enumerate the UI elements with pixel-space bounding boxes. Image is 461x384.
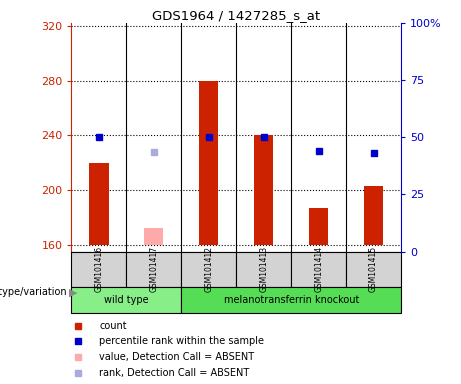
Bar [309, 208, 328, 245]
Text: melanotransferrin knockout: melanotransferrin knockout [224, 295, 359, 305]
Bar [181, 287, 401, 313]
Text: ▶: ▶ [69, 288, 77, 298]
Bar [291, 252, 346, 287]
Bar [71, 252, 126, 287]
Bar [199, 81, 219, 245]
Title: GDS1964 / 1427285_s_at: GDS1964 / 1427285_s_at [152, 9, 320, 22]
Text: wild type: wild type [104, 295, 149, 305]
Text: value, Detection Call = ABSENT: value, Detection Call = ABSENT [99, 352, 254, 362]
Text: GSM101415: GSM101415 [369, 246, 378, 292]
Text: GSM101416: GSM101416 [95, 246, 103, 292]
Bar [346, 252, 401, 287]
Text: GSM101414: GSM101414 [314, 246, 323, 292]
Bar [181, 252, 236, 287]
Bar [236, 252, 291, 287]
Text: percentile rank within the sample: percentile rank within the sample [99, 336, 264, 346]
Text: count: count [99, 321, 127, 331]
Bar [126, 252, 181, 287]
Bar [71, 287, 181, 313]
Bar [254, 135, 273, 245]
Text: genotype/variation: genotype/variation [0, 288, 67, 298]
Text: GSM101412: GSM101412 [204, 247, 213, 292]
Text: rank, Detection Call = ABSENT: rank, Detection Call = ABSENT [99, 367, 249, 377]
Text: GSM101413: GSM101413 [259, 246, 268, 292]
Bar [144, 228, 164, 245]
Bar [89, 162, 108, 245]
Text: GSM101417: GSM101417 [149, 246, 159, 292]
Bar [364, 186, 383, 245]
